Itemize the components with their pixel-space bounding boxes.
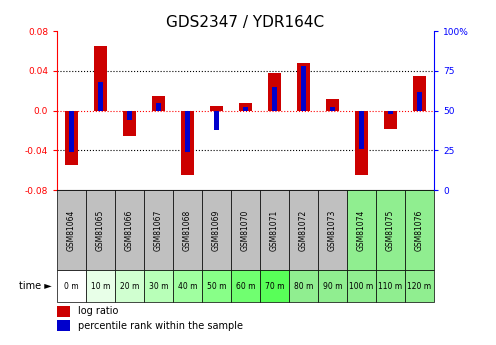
Bar xyxy=(326,99,339,111)
Bar xyxy=(144,190,173,270)
Bar xyxy=(57,190,86,270)
Text: 120 m: 120 m xyxy=(407,282,432,290)
Bar xyxy=(376,190,405,270)
Text: 50 m: 50 m xyxy=(207,282,226,290)
Text: 40 m: 40 m xyxy=(178,282,197,290)
Bar xyxy=(231,190,260,270)
Bar xyxy=(210,106,223,111)
Bar xyxy=(355,111,368,175)
Bar xyxy=(289,270,318,302)
Text: 30 m: 30 m xyxy=(149,282,168,290)
Text: GSM81067: GSM81067 xyxy=(154,209,163,251)
Bar xyxy=(260,190,289,270)
Bar xyxy=(405,190,434,270)
Bar xyxy=(181,111,194,175)
Text: GSM81066: GSM81066 xyxy=(125,209,134,251)
Bar xyxy=(202,270,231,302)
Bar xyxy=(413,76,426,111)
Text: GSM81072: GSM81072 xyxy=(299,209,308,251)
Bar xyxy=(94,46,107,111)
Bar xyxy=(86,270,115,302)
Bar xyxy=(57,270,86,302)
Text: GSM81070: GSM81070 xyxy=(241,209,250,251)
Bar xyxy=(388,111,393,114)
Text: GSM81065: GSM81065 xyxy=(96,209,105,251)
Text: 70 m: 70 m xyxy=(265,282,284,290)
Bar xyxy=(86,190,115,270)
Bar xyxy=(173,190,202,270)
Bar xyxy=(260,270,289,302)
Bar xyxy=(173,270,202,302)
Bar xyxy=(239,103,252,111)
Text: 0 m: 0 m xyxy=(64,282,79,290)
Bar xyxy=(301,66,306,111)
Text: 110 m: 110 m xyxy=(378,282,403,290)
Bar xyxy=(115,190,144,270)
Bar xyxy=(57,320,70,332)
Bar xyxy=(57,306,70,317)
Bar xyxy=(231,270,260,302)
Bar xyxy=(384,111,397,129)
Bar xyxy=(65,111,78,166)
Bar xyxy=(214,111,219,130)
Text: GSM81075: GSM81075 xyxy=(386,209,395,251)
Text: GSM81076: GSM81076 xyxy=(415,209,424,251)
Bar xyxy=(202,190,231,270)
Bar xyxy=(243,108,248,111)
Bar xyxy=(347,190,376,270)
Text: 20 m: 20 m xyxy=(120,282,139,290)
Bar xyxy=(376,270,405,302)
Text: 80 m: 80 m xyxy=(294,282,313,290)
Bar xyxy=(289,190,318,270)
Text: percentile rank within the sample: percentile rank within the sample xyxy=(78,321,243,331)
Bar xyxy=(272,87,277,111)
Bar xyxy=(115,270,144,302)
Text: GSM81074: GSM81074 xyxy=(357,209,366,251)
Bar xyxy=(98,82,103,111)
Bar xyxy=(330,108,335,111)
Bar xyxy=(156,103,161,111)
Text: 100 m: 100 m xyxy=(349,282,373,290)
Text: GSM81064: GSM81064 xyxy=(67,209,76,251)
Bar xyxy=(347,270,376,302)
Text: 90 m: 90 m xyxy=(323,282,342,290)
Text: GSM81071: GSM81071 xyxy=(270,209,279,251)
Bar xyxy=(152,96,165,111)
Text: 10 m: 10 m xyxy=(91,282,110,290)
Title: GDS2347 / YDR164C: GDS2347 / YDR164C xyxy=(167,15,324,30)
Bar xyxy=(127,111,132,120)
Text: 60 m: 60 m xyxy=(236,282,255,290)
Bar xyxy=(417,91,422,111)
Text: log ratio: log ratio xyxy=(78,306,118,316)
Bar xyxy=(318,190,347,270)
Bar xyxy=(123,111,136,136)
Text: GSM81068: GSM81068 xyxy=(183,209,192,251)
Bar xyxy=(297,63,310,111)
Text: GSM81073: GSM81073 xyxy=(328,209,337,251)
Bar xyxy=(268,73,281,111)
Bar xyxy=(318,270,347,302)
Bar xyxy=(144,270,173,302)
Bar xyxy=(69,111,74,152)
Text: GSM81069: GSM81069 xyxy=(212,209,221,251)
Bar xyxy=(185,111,190,152)
Bar xyxy=(359,111,364,149)
Bar xyxy=(405,270,434,302)
Text: time ►: time ► xyxy=(19,281,52,291)
